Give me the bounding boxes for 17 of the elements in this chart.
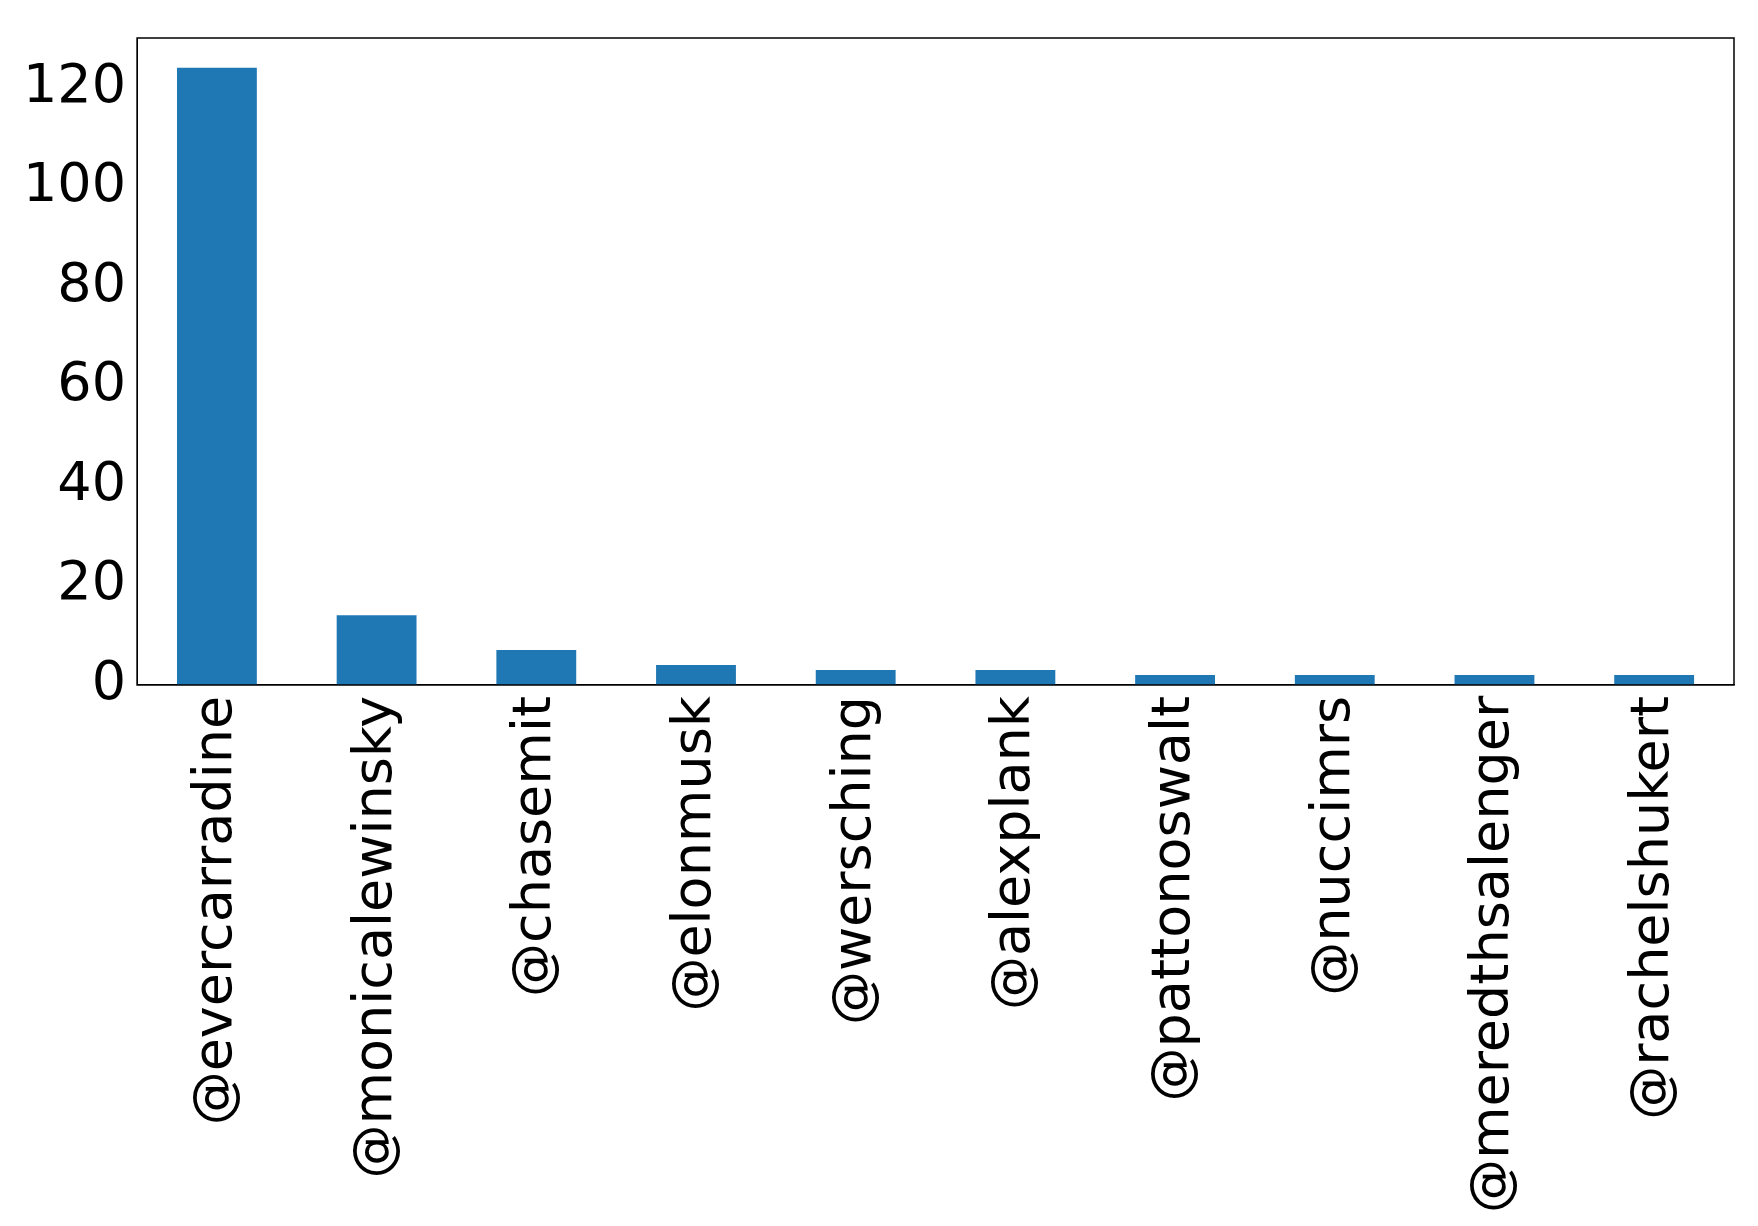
y-tick-label: 60 <box>57 350 127 414</box>
y-tick-label: 100 <box>22 151 127 215</box>
x-tick-label: @meredthsalenger <box>1458 695 1522 1214</box>
x-tick-label: @wersching <box>819 695 883 1026</box>
x-tick-label: @elonmusk <box>660 695 724 1012</box>
x-tick-label: @chasemit <box>500 695 564 998</box>
x-tick-label: @evercarradine <box>180 695 244 1126</box>
x-tick-label: @alexplank <box>979 695 1043 1011</box>
y-tick-label: 80 <box>57 250 127 314</box>
x-tick-label: @monicalewinsky <box>340 695 404 1179</box>
y-tick-label: 0 <box>91 648 127 712</box>
y-tick-label: 40 <box>57 449 127 513</box>
x-tick-label: @nuccimrs <box>1298 695 1362 996</box>
y-tick-label: 20 <box>57 549 127 613</box>
y-tick-label: 120 <box>22 51 127 115</box>
x-tick-label: @rachelshukert <box>1618 695 1682 1120</box>
x-tick-label: @pattonoswalt <box>1139 695 1203 1102</box>
